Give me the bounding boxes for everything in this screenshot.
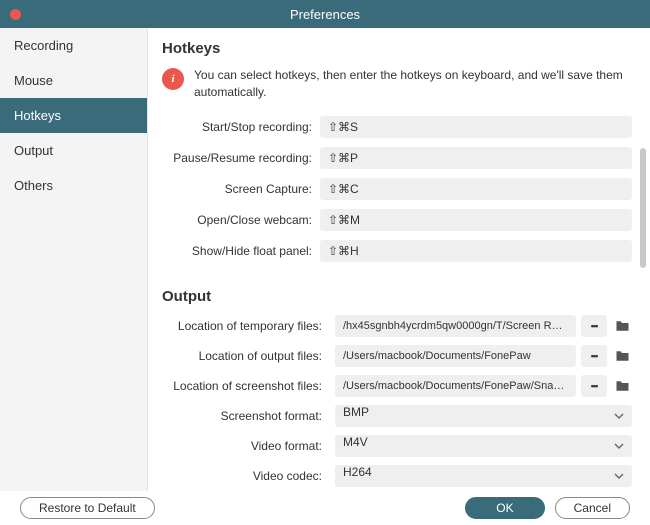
hotkeys-title: Hotkeys [162, 40, 632, 57]
window-title: Preferences [290, 7, 360, 22]
sidebar-item-output[interactable]: Output [0, 133, 147, 168]
hotkey-input-webcam[interactable] [320, 209, 632, 231]
hotkey-row: Show/Hide float panel: [162, 240, 632, 262]
path-label: Location of screenshot files: [162, 379, 330, 393]
path-input-output[interactable] [335, 345, 576, 367]
main-panel: Hotkeys i You can select hotkeys, then e… [148, 28, 650, 491]
path-row: Location of screenshot files: ••• [162, 375, 632, 397]
hotkey-label: Open/Close webcam: [162, 213, 320, 227]
folder-icon [615, 380, 630, 392]
info-row: i You can select hotkeys, then enter the… [162, 67, 632, 102]
scrollbar-thumb[interactable] [640, 148, 646, 268]
folder-icon [615, 320, 630, 332]
hotkey-input-pause-resume[interactable] [320, 147, 632, 169]
open-folder-button[interactable] [612, 375, 632, 397]
titlebar: Preferences [0, 0, 650, 28]
scrollbar[interactable] [640, 148, 646, 378]
browse-button[interactable]: ••• [581, 345, 607, 367]
hotkey-row: Start/Stop recording: [162, 116, 632, 138]
cancel-button[interactable]: Cancel [555, 497, 630, 519]
select-row: Video format: M4V [162, 435, 632, 457]
hotkey-label: Show/Hide float panel: [162, 244, 320, 258]
hotkey-input-start-stop[interactable] [320, 116, 632, 138]
path-row: Location of output files: ••• [162, 345, 632, 367]
select-video-format[interactable]: M4V [335, 435, 632, 457]
path-input-temp[interactable] [335, 315, 576, 337]
open-folder-button[interactable] [612, 315, 632, 337]
content: Recording Mouse Hotkeys Output Others Ho… [0, 28, 650, 491]
hotkey-label: Pause/Resume recording: [162, 151, 320, 165]
folder-icon [615, 350, 630, 362]
path-row: Location of temporary files: ••• [162, 315, 632, 337]
sidebar-item-recording[interactable]: Recording [0, 28, 147, 63]
select-label: Screenshot format: [162, 409, 330, 423]
info-icon: i [162, 68, 184, 90]
sidebar-item-hotkeys[interactable]: Hotkeys [0, 98, 147, 133]
select-video-codec[interactable]: H264 [335, 465, 632, 487]
path-label: Location of output files: [162, 349, 330, 363]
open-folder-button[interactable] [612, 345, 632, 367]
hotkey-row: Screen Capture: [162, 178, 632, 200]
hotkey-input-screen-capture[interactable] [320, 178, 632, 200]
sidebar: Recording Mouse Hotkeys Output Others [0, 28, 148, 491]
output-title: Output [162, 288, 632, 305]
select-screenshot-format[interactable]: BMP [335, 405, 632, 427]
path-input-screenshot[interactable] [335, 375, 576, 397]
browse-button[interactable]: ••• [581, 375, 607, 397]
hotkey-input-float-panel[interactable] [320, 240, 632, 262]
info-text: You can select hotkeys, then enter the h… [194, 67, 632, 102]
select-row: Video codec: H264 [162, 465, 632, 487]
select-label: Video codec: [162, 469, 330, 483]
sidebar-item-others[interactable]: Others [0, 168, 147, 203]
hotkey-row: Open/Close webcam: [162, 209, 632, 231]
footer: Restore to Default OK Cancel [0, 491, 650, 525]
restore-default-button[interactable]: Restore to Default [20, 497, 155, 519]
hotkey-label: Screen Capture: [162, 182, 320, 196]
browse-button[interactable]: ••• [581, 315, 607, 337]
hotkey-label: Start/Stop recording: [162, 120, 320, 134]
close-window-dot[interactable] [10, 9, 21, 20]
path-label: Location of temporary files: [162, 319, 330, 333]
sidebar-item-mouse[interactable]: Mouse [0, 63, 147, 98]
select-row: Screenshot format: BMP [162, 405, 632, 427]
hotkey-row: Pause/Resume recording: [162, 147, 632, 169]
select-label: Video format: [162, 439, 330, 453]
ok-button[interactable]: OK [465, 497, 544, 519]
